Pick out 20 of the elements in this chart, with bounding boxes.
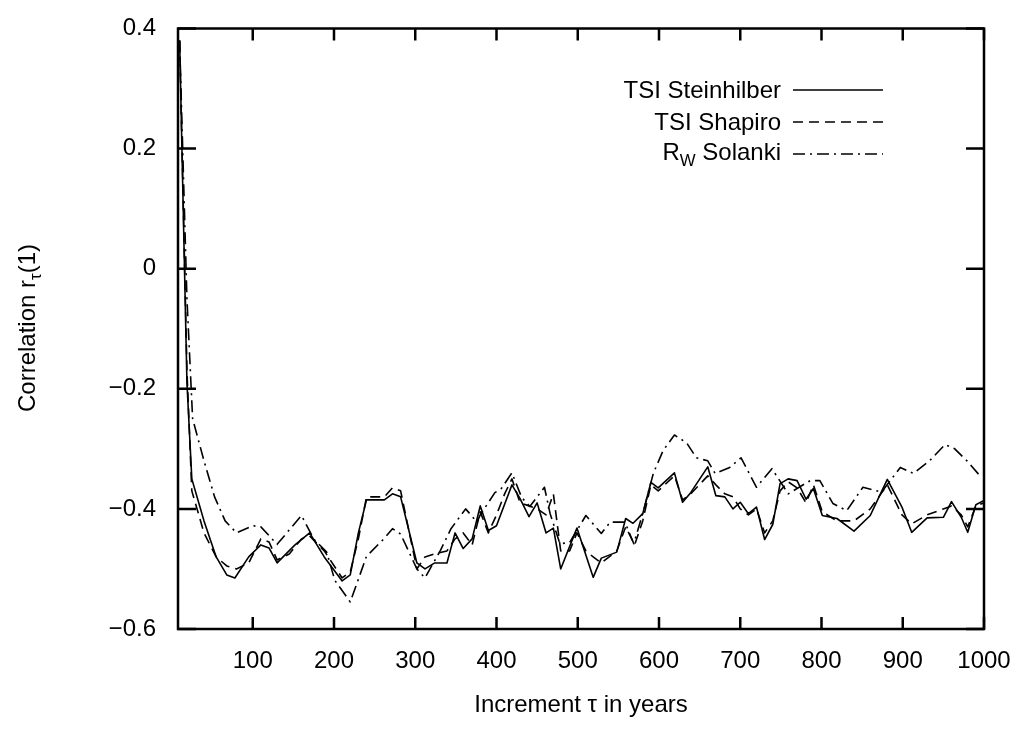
legend-label: R$_{W}$ Solanki <box>662 137 781 171</box>
x-tick-label: 400 <box>476 646 517 674</box>
y-tick-label: 0.4 <box>122 13 156 41</box>
x-tick-label: 1000 <box>957 646 1011 674</box>
legend-label: TSI Steinhilber <box>623 76 781 104</box>
y-tick-label: 0 <box>142 253 156 281</box>
x-tick-label: 600 <box>638 646 680 674</box>
y-tick-label: 0.2 <box>122 133 156 161</box>
x-tick-label: 800 <box>801 646 842 674</box>
x-tick-label: 700 <box>720 646 761 674</box>
y-tick-label: −0.4 <box>108 493 156 521</box>
x-tick-label: 200 <box>313 646 355 674</box>
y-tick-label: −0.6 <box>108 613 156 641</box>
x-axis-title: Increment τ in years <box>474 690 688 717</box>
legend-label: TSI Shapiro <box>654 108 781 136</box>
y-tick-label: −0.2 <box>108 373 156 401</box>
x-tick-label: 900 <box>882 646 923 674</box>
x-tick-label: 300 <box>395 646 436 674</box>
x-tick-label: 100 <box>232 646 273 674</box>
x-tick-label: 500 <box>557 646 598 674</box>
